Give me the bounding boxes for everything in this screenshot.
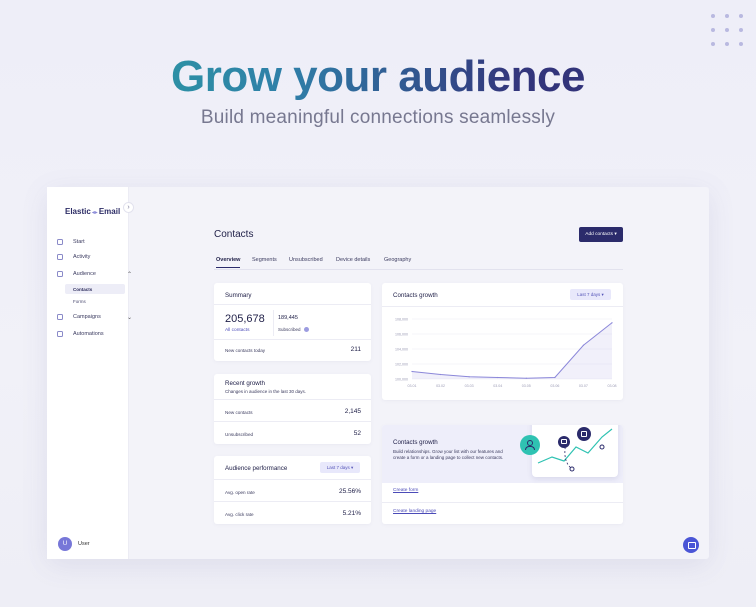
hero-subtitle: Build meaningful connections seamlessly bbox=[200, 107, 556, 128]
create-form-link[interactable]: Create form bbox=[393, 488, 419, 493]
contacts-growth-card: Contacts growth Last 7 days ▾ 108,000 106… bbox=[382, 283, 623, 400]
summary-card: Summary 205,678 All contacts 189,445 Sub… bbox=[214, 283, 371, 361]
recent-growth-card: Recent growth Changes in audience in the… bbox=[214, 374, 371, 444]
x-tick-label: 03.02 bbox=[436, 384, 445, 388]
x-tick-label: 03.08 bbox=[608, 384, 617, 388]
tab-overview[interactable]: Overview bbox=[216, 257, 241, 268]
click-rate-value: 5.21% bbox=[342, 510, 361, 517]
new-contacts-label: New contacts bbox=[225, 410, 253, 415]
y-tick-label: 100,000 bbox=[395, 378, 408, 382]
data-point bbox=[411, 370, 413, 373]
all-contacts-count: 205,678 bbox=[225, 313, 265, 325]
brand-logo[interactable]: Elastic◂▸Email bbox=[65, 207, 121, 216]
decorative-dot-grid bbox=[709, 12, 745, 52]
x-tick-label: 03.01 bbox=[408, 384, 417, 388]
growth-range-dropdown[interactable]: Last 7 days ▾ bbox=[570, 289, 611, 300]
contacts-growth-promo-card: Contacts growth Build relationships. Gro… bbox=[382, 425, 623, 524]
chevron-up-icon: ⌃ bbox=[127, 271, 133, 278]
user-name: User bbox=[78, 541, 90, 547]
promo-illustration bbox=[532, 425, 618, 477]
all-contacts-link[interactable]: All contacts bbox=[225, 328, 250, 333]
add-contacts-button[interactable]: Add contacts ▾ bbox=[579, 227, 623, 242]
automations-icon bbox=[57, 331, 63, 337]
performance-range-dropdown[interactable]: Last 7 days ▾ bbox=[320, 462, 360, 473]
hero-title: Grow your audience bbox=[0, 52, 756, 102]
sidebar-subitem-forms[interactable]: Forms bbox=[73, 298, 86, 304]
unsubscribed-label: Unsubscribed bbox=[225, 432, 254, 437]
info-icon[interactable] bbox=[303, 327, 309, 333]
chevron-down-icon: ⌄ bbox=[127, 314, 133, 321]
campaigns-icon bbox=[57, 314, 63, 320]
series-area bbox=[412, 322, 612, 379]
user-menu[interactable]: U User bbox=[58, 537, 90, 551]
recent-growth-title: Recent growth bbox=[225, 380, 265, 387]
data-point bbox=[554, 376, 556, 379]
data-point bbox=[497, 376, 499, 379]
sidebar-item-audience[interactable]: Audience ⌃ bbox=[57, 268, 132, 280]
sidebar-item-start[interactable]: Start bbox=[57, 236, 85, 248]
collapse-sidebar-button[interactable]: › bbox=[123, 202, 134, 213]
audience-performance-title: Audience performance bbox=[225, 465, 288, 472]
contacts-growth-chart: 108,000 106,000 104,000 102,000 100,00003.01… bbox=[395, 318, 617, 389]
contacts-growth-title: Contacts growth bbox=[393, 292, 438, 299]
subscribed-label: Subscribed bbox=[278, 327, 309, 333]
tab-device-details[interactable]: Device details bbox=[336, 257, 371, 263]
sidebar-item-automations[interactable]: Automations bbox=[57, 328, 104, 340]
form-icon bbox=[558, 436, 570, 448]
x-tick-label: 03.03 bbox=[465, 384, 474, 388]
x-tick-label: 03.05 bbox=[522, 384, 531, 388]
recent-growth-subtitle: Changes in audience in the last 30 days. bbox=[225, 389, 307, 394]
chat-support-button[interactable] bbox=[683, 537, 699, 553]
series-line bbox=[411, 322, 613, 379]
data-point bbox=[468, 376, 470, 378]
new-today-value: 211 bbox=[350, 346, 361, 353]
subscribed-count: 189,445 bbox=[278, 315, 298, 321]
sidebar-item-campaigns[interactable]: Campaigns ⌄ bbox=[57, 311, 132, 323]
tab-bar: Overview Segments Unsubscribed Device de… bbox=[214, 254, 623, 270]
new-contacts-value: 2,145 bbox=[344, 408, 361, 415]
x-tick-label: 03.04 bbox=[493, 384, 502, 388]
avatar: U bbox=[58, 537, 72, 551]
start-icon bbox=[57, 239, 63, 245]
y-tick-label: 102,000 bbox=[395, 363, 408, 367]
summary-title: Summary bbox=[225, 292, 252, 299]
tab-unsubscribed[interactable]: Unsubscribed bbox=[289, 257, 323, 263]
data-point bbox=[525, 377, 527, 379]
x-tick-label: 03.06 bbox=[550, 384, 559, 388]
sidebar-item-activity[interactable]: Activity bbox=[57, 251, 90, 263]
y-tick-label: 108,000 bbox=[395, 318, 408, 322]
y-tick-label: 106,000 bbox=[395, 333, 408, 337]
click-rate-label: Avg. click rate bbox=[225, 512, 254, 517]
unsubscribed-value: 52 bbox=[353, 430, 361, 437]
data-point bbox=[611, 322, 613, 324]
activity-icon bbox=[57, 254, 63, 260]
create-landing-page-link[interactable]: Create landing page bbox=[393, 509, 437, 514]
open-rate-value: 25.56% bbox=[338, 488, 361, 495]
audience-icon bbox=[57, 271, 63, 277]
tab-segments[interactable]: Segments bbox=[252, 257, 277, 263]
tab-geography[interactable]: Geography bbox=[384, 257, 412, 263]
data-point bbox=[582, 344, 585, 346]
sidebar-subitem-contacts[interactable]: Contacts bbox=[65, 284, 125, 294]
add-user-icon bbox=[520, 435, 540, 455]
landing-page-icon bbox=[577, 427, 591, 441]
promo-text: Build relationships. Grow your list with… bbox=[393, 449, 504, 460]
page-title: Contacts bbox=[214, 229, 254, 240]
open-rate-label: Avg. open rate bbox=[225, 490, 255, 495]
data-point bbox=[439, 373, 442, 376]
x-tick-label: 03.07 bbox=[579, 384, 588, 388]
y-tick-label: 104,000 bbox=[395, 348, 408, 352]
promo-title: Contacts growth bbox=[393, 439, 438, 446]
new-today-label: New contacts today bbox=[225, 348, 266, 353]
sidebar: Elastic◂▸Email Start Activity Audience ⌃… bbox=[47, 187, 132, 559]
audience-performance-card: Audience performance Last 7 days ▾ Avg. … bbox=[214, 456, 371, 524]
